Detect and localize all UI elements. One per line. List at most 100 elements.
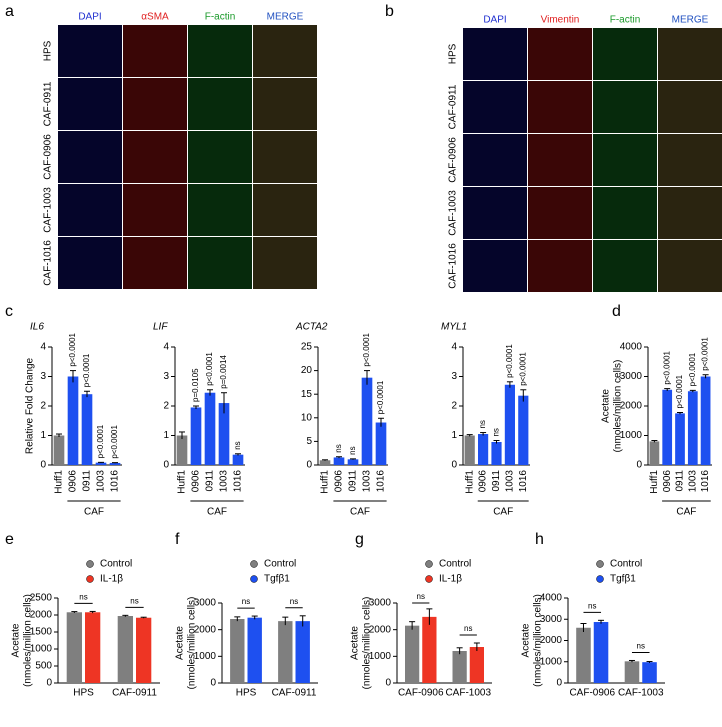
- micrograph: [463, 240, 527, 292]
- bar: [295, 621, 310, 683]
- y-tick-label: 0: [210, 678, 216, 689]
- significance-label: ns: [233, 441, 242, 449]
- y-tick-label: 2000: [194, 624, 217, 635]
- x-tick-label: 1003: [219, 470, 230, 493]
- error-bar: [71, 611, 78, 613]
- micrograph: [528, 240, 592, 292]
- x-tick-label: 1003: [362, 470, 373, 493]
- x-tick-label: HPS: [73, 688, 94, 699]
- error-bar: [299, 615, 306, 627]
- y-axis-label: (nmoles/million cells): [613, 360, 624, 453]
- chart-title: LIF: [153, 322, 168, 333]
- error-bar: [89, 610, 96, 614]
- y-tick-label: 3000: [194, 598, 217, 609]
- y-tick-label: 0: [163, 460, 169, 471]
- y-tick-label: 0: [40, 460, 46, 471]
- significance-label: p<0.0001: [505, 344, 514, 378]
- significance-label: p<0.0001: [110, 424, 119, 458]
- bar: [117, 616, 133, 683]
- bar: [319, 460, 331, 465]
- column-header: F-actin: [610, 15, 641, 26]
- micrograph: [463, 28, 527, 80]
- bar: [347, 459, 359, 465]
- error-bar: [426, 608, 433, 625]
- micrograph: [593, 28, 657, 80]
- micrograph: [188, 184, 252, 236]
- micrograph: [463, 187, 527, 239]
- bar: [53, 435, 65, 465]
- bar: [422, 616, 437, 683]
- panel-letter: d: [612, 303, 621, 320]
- y-tick-label: 0: [556, 678, 562, 689]
- error-bar: [466, 434, 473, 437]
- bar: [204, 392, 216, 465]
- y-tick-label: 2000: [369, 624, 392, 635]
- bar: [662, 389, 673, 465]
- x-tick-label: 0906: [191, 470, 202, 493]
- bar: [504, 384, 515, 465]
- error-bar: [193, 405, 199, 409]
- group-label: CAF: [493, 507, 513, 518]
- error-bar: [122, 614, 129, 617]
- micrograph: [528, 28, 592, 80]
- y-tick-label: 500: [35, 661, 52, 672]
- micrograph: [528, 134, 592, 186]
- micrograph: [593, 187, 657, 239]
- row-label: HPS: [43, 40, 54, 61]
- x-tick-label: Huff1: [177, 470, 188, 494]
- bar: [67, 376, 79, 465]
- column-header: MERGE: [267, 12, 304, 23]
- x-tick-label: 0906: [334, 470, 345, 493]
- significance-label: p<0.0001: [675, 374, 684, 408]
- y-axis-label: Acetate: [175, 626, 186, 660]
- legend-marker: [86, 575, 94, 583]
- y-tick-label: 0: [306, 460, 312, 471]
- x-tick-label: 0911: [491, 470, 502, 492]
- micrograph: [253, 78, 317, 130]
- bar: [218, 403, 230, 465]
- legend-label: Tgfβ1: [610, 574, 636, 585]
- y-tick-label: 10: [301, 412, 313, 423]
- significance-label: ns: [242, 597, 250, 606]
- bar: [136, 617, 152, 683]
- bar: [675, 413, 685, 465]
- column-header: Vimentin: [541, 15, 580, 26]
- x-tick-label: 1016: [700, 470, 711, 493]
- bar: [85, 612, 101, 683]
- error-bar: [506, 381, 513, 388]
- y-tick-label: 1000: [540, 656, 563, 667]
- row-label: CAF-0911: [448, 84, 459, 129]
- panel-letter: f: [175, 531, 180, 548]
- significance-label: p<0.0001: [96, 424, 105, 458]
- micrograph: [528, 81, 592, 133]
- error-bar: [378, 417, 384, 427]
- error-bar: [409, 621, 416, 630]
- chart-title: MYL1: [441, 322, 467, 333]
- x-tick-label: 1016: [376, 470, 387, 493]
- y-tick-label: 1000: [369, 651, 392, 662]
- bar: [452, 651, 467, 683]
- micrograph: [253, 237, 317, 289]
- error-bar: [646, 661, 653, 663]
- significance-label: p<0.0001: [518, 352, 527, 386]
- micrograph: [188, 25, 252, 77]
- x-tick-label: CAF-0906: [398, 688, 444, 699]
- error-bar: [221, 392, 227, 414]
- significance-label: p<0.0001: [701, 337, 710, 371]
- micrograph: [123, 131, 187, 183]
- y-tick-label: 0: [385, 678, 391, 689]
- legend-marker: [596, 560, 604, 568]
- x-tick-label: 0906: [68, 470, 79, 493]
- significance-label: p=0.0105: [191, 368, 200, 402]
- y-axis-label: Acetate: [11, 623, 22, 657]
- significance-label: p<0.0001: [82, 353, 91, 387]
- bar: [624, 661, 640, 683]
- significance-label: ns: [130, 596, 138, 605]
- micrograph: [593, 134, 657, 186]
- x-tick-label: Huff1: [649, 470, 660, 494]
- micrograph: [463, 81, 527, 133]
- error-bar: [702, 374, 709, 379]
- bar: [478, 434, 489, 465]
- error-bar: [56, 433, 62, 437]
- y-tick-label: 1: [40, 430, 46, 441]
